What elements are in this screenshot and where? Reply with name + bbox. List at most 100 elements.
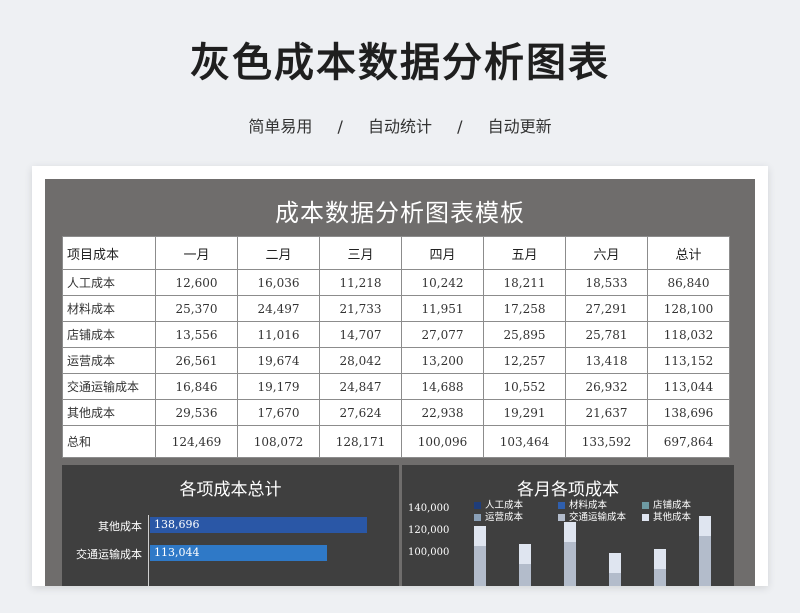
- totals-chart: 各项成本总计 其他成本 138,696 交通运输成本 113,044: [62, 465, 399, 586]
- table-cell: 118,032: [647, 321, 730, 348]
- table-cell: 138,696: [647, 399, 730, 426]
- monthly-chart-title: 各月各项成本: [517, 480, 619, 500]
- legend-item: 其他成本: [642, 509, 691, 523]
- table-header-row: 项目成本 一月 二月 三月 四月 五月 六月 总计: [62, 236, 730, 270]
- table-cell: 27,624: [319, 399, 402, 426]
- tag-easy: 简单易用: [248, 117, 313, 136]
- row-label: 人工成本: [62, 269, 156, 296]
- table-cell: 22,938: [401, 399, 484, 426]
- table-cell: 13,200: [401, 347, 484, 374]
- stacked-column-segment: [654, 569, 666, 586]
- table-cell: 103,464: [483, 425, 566, 458]
- table-cell: 21,733: [319, 295, 402, 322]
- row-label: 总和: [62, 425, 156, 458]
- tagline: 简单易用 / 自动统计 / 自动更新: [0, 113, 800, 137]
- row-label: 材料成本: [62, 295, 156, 322]
- hbar: 138,696: [150, 517, 367, 533]
- table-cell: 16,036: [237, 269, 320, 296]
- table-cell: 12,600: [155, 269, 238, 296]
- table-cell: 128,171: [319, 425, 402, 458]
- table-cell: 25,781: [565, 321, 648, 348]
- y-tick-label: 120,000: [408, 525, 450, 536]
- table-cell: 27,077: [401, 321, 484, 348]
- table-row: 店铺成本 13,556 11,016 14,707 27,077 25,895 25,781…: [62, 321, 730, 348]
- table-cell: 21,637: [565, 399, 648, 426]
- stacked-column-segment: [474, 546, 486, 586]
- table-cell: 108,072: [237, 425, 320, 458]
- stacked-column: [609, 552, 621, 586]
- table-cell: 27,291: [565, 295, 648, 322]
- tag-auto-stat: 自动统计: [367, 117, 432, 136]
- legend-swatch: [474, 502, 481, 509]
- table-cell: 14,707: [319, 321, 402, 348]
- table-cell: 29,536: [155, 399, 238, 426]
- table-cell: 16,846: [155, 373, 238, 400]
- row-label: 店铺成本: [62, 321, 156, 348]
- table-cell: 11,016: [237, 321, 320, 348]
- legend-label: 人工成本: [485, 500, 524, 511]
- table-cell: 128,100: [647, 295, 730, 322]
- sheet-title: 成本数据分析图表模板: [275, 199, 525, 227]
- table-row: 材料成本 25,370 24,497 21,733 11,951 17,258 27,291…: [62, 295, 730, 322]
- stacked-column-segment: [699, 536, 711, 586]
- stacked-column: [564, 522, 576, 586]
- table-row: 交通运输成本 16,846 19,179 24,847 14,688 10,552 26,9…: [62, 373, 730, 400]
- table-cell: 12,257: [483, 347, 566, 374]
- total-row: 总和 124,469 108,072 128,171 100,096 103,464 133…: [62, 425, 730, 458]
- table-cell: 13,556: [155, 321, 238, 348]
- page-headline: 灰色成本数据分析图表: [190, 40, 610, 86]
- legend-swatch: [642, 514, 649, 521]
- legend-item: 交通运输成本: [558, 509, 626, 523]
- stacked-column: [519, 544, 531, 586]
- header-jun: 六月: [565, 236, 648, 270]
- stacked-column-segment: [519, 564, 531, 586]
- cost-table: 项目成本 一月 二月 三月 四月 五月 六月 总计 人工成本 12,600 16,0…: [62, 236, 730, 458]
- header-total: 总计: [647, 236, 730, 270]
- table-cell: 28,042: [319, 347, 402, 374]
- header-jan: 一月: [155, 236, 238, 270]
- table-cell: 24,847: [319, 373, 402, 400]
- table-cell: 18,211: [483, 269, 566, 296]
- hbar-category-label: 交通运输成本: [76, 548, 142, 561]
- legend-swatch: [558, 514, 565, 521]
- hbar: 113,044: [150, 545, 327, 561]
- header-mar: 三月: [319, 236, 402, 270]
- legend-label: 交通运输成本: [569, 512, 627, 523]
- table-cell: 24,497: [237, 295, 320, 322]
- legend-label: 店铺成本: [653, 500, 692, 511]
- table-row: 运营成本 26,561 19,674 28,042 13,200 12,257 13,418…: [62, 347, 730, 374]
- table-cell: 26,561: [155, 347, 238, 374]
- spreadsheet: 成本数据分析图表模板 项目成本 一月 二月 三月 四月 五月 六月 总计 人工成…: [45, 179, 755, 586]
- table-cell: 697,864: [647, 425, 730, 458]
- row-label: 交通运输成本: [62, 373, 156, 400]
- legend-label: 其他成本: [653, 512, 692, 523]
- stacked-column: [474, 526, 486, 586]
- tag-auto-update: 自动更新: [487, 117, 552, 136]
- stacked-column: [699, 516, 711, 586]
- legend-label: 运营成本: [485, 512, 524, 523]
- y-tick-label: 100,000: [408, 547, 450, 558]
- table-cell: 11,218: [319, 269, 402, 296]
- table-cell: 14,688: [401, 373, 484, 400]
- row-label: 运营成本: [62, 347, 156, 374]
- totals-chart-axis: [148, 515, 149, 586]
- table-cell: 17,258: [483, 295, 566, 322]
- header-may: 五月: [483, 236, 566, 270]
- table-cell: 13,418: [565, 347, 648, 374]
- table-cell: 19,179: [237, 373, 320, 400]
- legend-swatch: [558, 502, 565, 509]
- legend-item: 人工成本: [474, 497, 523, 511]
- legend-swatch: [642, 502, 649, 509]
- stacked-column: [654, 549, 666, 586]
- legend-label: 材料成本: [569, 500, 608, 511]
- stacked-column-segment: [609, 572, 621, 586]
- tag-sep-1: /: [337, 117, 343, 136]
- table-cell: 11,951: [401, 295, 484, 322]
- monthly-chart: 各月各项成本 人工成本 材料成本 店铺成本 运营成本 交通运输成本 其他成本 140,00…: [402, 465, 734, 586]
- legend-swatch: [474, 514, 481, 521]
- header-item: 项目成本: [62, 236, 156, 270]
- table-cell: 25,370: [155, 295, 238, 322]
- table-cell: 26,932: [565, 373, 648, 400]
- table-cell: 10,242: [401, 269, 484, 296]
- table-cell: 10,552: [483, 373, 566, 400]
